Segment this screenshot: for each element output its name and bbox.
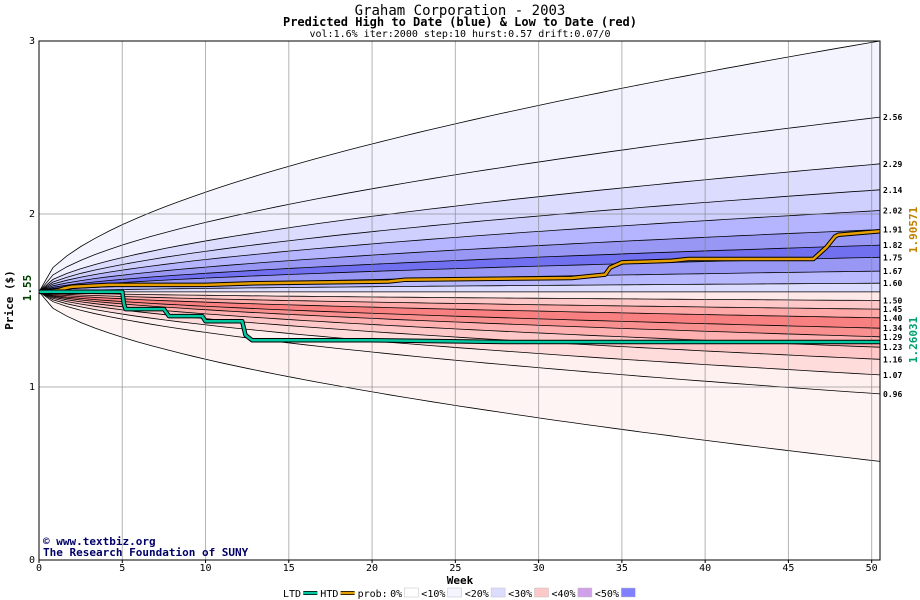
credit-site: © www.textbiz.org (43, 535, 156, 548)
band-boundary (39, 291, 880, 319)
band-boundary (39, 291, 880, 329)
legend-prob-label: prob: (358, 589, 388, 600)
htd-end-label: 1.90571 (907, 206, 920, 253)
x-tick-label: 40 (699, 563, 711, 574)
y-tick-label: 2 (29, 209, 35, 220)
legend-entry-swatch (621, 587, 636, 598)
band-end-label: 2.14 (883, 186, 902, 195)
band-end-label: 1.40 (883, 314, 902, 323)
x-tick-label: 0 (36, 563, 42, 574)
legend-entry-swatch (447, 587, 462, 598)
plot-border (38, 40, 881, 561)
x-tick-label: 35 (616, 563, 628, 574)
band-end-label: 1.45 (883, 305, 902, 314)
band-end-label: 1.75 (883, 253, 902, 262)
band-end-label: 1.50 (883, 297, 902, 306)
x-axis-label: Week (447, 574, 474, 587)
lower-band (39, 291, 880, 301)
band-boundary (39, 189, 880, 293)
band-end-label: 1.16 (883, 355, 902, 364)
band-end-label: 1.67 (883, 267, 902, 276)
legend-entry-label: <40% (552, 589, 576, 600)
y-tick-label: 1 (29, 382, 35, 393)
htd-series-line (39, 230, 880, 294)
legend-entry-label: <20% (465, 589, 489, 600)
chart-title: Graham Corporation - 2003 (355, 3, 566, 19)
band-end-label: 1.07 (883, 371, 902, 380)
band-boundary (39, 291, 880, 310)
chart-params: vol:1.6% iter:2000 step:10 hurst:0.57 dr… (309, 29, 610, 40)
x-tick-label: 10 (200, 563, 212, 574)
legend-entry-label: <10% (421, 589, 445, 600)
chart-subtitle: Predicted High to Date (blue) & Low to D… (283, 15, 637, 29)
band-end-label: 1.23 (883, 343, 902, 352)
legend-entry-swatch (577, 587, 593, 598)
band-boundary (39, 244, 880, 293)
bands-layer (39, 41, 880, 560)
x-tick-label: 5 (119, 563, 125, 574)
band-boundary (39, 41, 880, 292)
legend-entry-swatch (534, 587, 549, 598)
band-end-label: 1.34 (883, 324, 902, 333)
y-tick-label: 0 (29, 555, 35, 566)
band-boundary (39, 291, 880, 395)
y-tick-label: 3 (29, 36, 35, 47)
legend-entry-swatch (404, 587, 419, 598)
band-boundary (39, 116, 880, 293)
band-boundary (39, 282, 880, 293)
band-end-label: 2.29 (883, 160, 902, 169)
legend-entry-swatch (490, 587, 506, 598)
x-tick-label: 45 (782, 563, 794, 574)
x-tick-label: 15 (283, 563, 295, 574)
x-tick-label: 30 (533, 563, 545, 574)
band-end-label: 2.02 (883, 207, 902, 216)
band-boundary (39, 291, 880, 376)
x-tick-label: 20 (366, 563, 378, 574)
band-end-label: 2.56 (883, 113, 902, 122)
start-price-label: 1.55 (21, 275, 34, 302)
legend-entry-label: <30% (508, 589, 532, 600)
y-axis-label: Price ($) (3, 270, 16, 330)
x-tick-label: 25 (449, 563, 461, 574)
band-end-label: 0.96 (883, 390, 902, 399)
band-boundary (39, 163, 880, 293)
legend-entry-label: 0% (390, 589, 402, 600)
band-boundary (39, 291, 880, 338)
band-boundary (39, 210, 880, 293)
band-boundary (39, 229, 880, 293)
ltd-end-label: 1.26031 (907, 316, 920, 363)
band-end-label: 1.82 (883, 241, 902, 250)
band-end-label: 1.91 (883, 226, 902, 235)
band-end-label: 1.60 (883, 279, 902, 288)
legend-htd-label: HTD (320, 589, 338, 600)
ltd-series-line (39, 290, 880, 344)
legend-entry-label: <50% (595, 589, 619, 600)
credit-org: The Research Foundation of SUNY (43, 546, 249, 559)
upper-band (39, 283, 880, 292)
band-boundary (39, 291, 880, 301)
band-boundary (39, 291, 880, 462)
x-tick-label: 50 (866, 563, 878, 574)
plot-area: 0 5 10 15 20 25 30 35 40 45 50 0 1 2 3 2.56 2.29 2.14 2.02… (29, 36, 902, 574)
band-end-label: 1.29 (883, 333, 902, 342)
legend-ltd-label: LTD (283, 589, 301, 600)
legend: LTD HTD prob: 0% <10% <20% <30% <40% <50% (283, 587, 636, 600)
